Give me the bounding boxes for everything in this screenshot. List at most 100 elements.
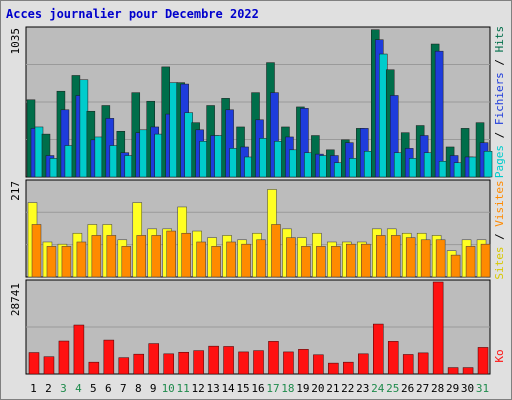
bar-visites [465,246,476,278]
bar-ko [432,281,444,375]
x-tick-label: 15 [236,382,249,395]
x-tick-label: 11 [177,382,190,395]
bar-ko [28,352,40,375]
bar-ko [58,340,70,375]
x-tick-label: 14 [221,382,235,395]
x-tick-label: 7 [120,382,127,395]
x-tick-label: 12 [192,382,205,395]
x-tick-label: 13 [206,382,219,395]
x-tick-label: 29 [446,382,459,395]
bar-ko [268,341,279,375]
bar-visites [405,237,416,278]
bar-visites [346,243,356,278]
bar-ko [238,351,249,375]
panel-pages-fichiers-hits [25,26,493,178]
bar-fichiers [434,50,444,178]
x-tick-label: 30 [461,382,474,395]
bar-ko [313,354,324,375]
bar-visites [151,235,161,278]
x-tick-label: 4 [75,382,82,395]
bar-visites [196,241,206,278]
y-max-label-sites: 217 [9,181,22,201]
bar-ko [253,350,264,375]
bar-ko [43,356,55,375]
legend-separator: / [493,227,506,247]
bar-visites [61,246,72,278]
y-max-label-ko: 28741 [9,283,22,316]
x-tick-label: 6 [105,382,112,395]
bar-visites [121,246,132,278]
bar-ko [447,367,459,375]
legend-visites: Visites [493,180,506,226]
bar-ko [73,324,85,375]
x-tick-label: 17 [266,382,279,395]
bar-visites [91,235,102,278]
bar-ko [193,350,204,375]
bar-visites [226,241,236,278]
bar-visites [450,254,461,278]
legend-pages: Pages [493,145,506,178]
bar-ko [477,347,489,375]
legend-separator: / [493,125,506,145]
y-max-label-pages: 1035 [9,28,22,55]
legend-sites-visites: Sites / Visites [493,180,506,279]
x-tick-label: 25 [386,382,399,395]
x-tick-label: 27 [416,382,429,395]
x-axis-days: 1 2 3 4 5 6 7 8 9 10 11 12 13 14 15 16 17 18 19 20 21 22 23 24 2… [30,382,489,395]
bar-ko [163,353,174,375]
x-tick-label: 3 [60,382,67,395]
bar-visites [286,237,296,278]
bar-visites [301,246,311,278]
x-tick-label: 20 [311,382,324,395]
bar-visites [435,239,446,278]
bar-visites [76,241,87,278]
legend-separator: / [493,52,506,72]
legend-ko: Ko [493,349,506,362]
bar-ko [88,361,100,375]
bar-visites [376,235,386,278]
bar-ko [208,345,219,375]
legend-pages-fichiers-hits: Pages / Fichiers / Hits [493,26,506,178]
bar-visites [106,235,117,278]
bar-visites [241,243,251,278]
x-tick-label: 24 [371,382,385,395]
x-tick-label: 21 [326,382,339,395]
x-tick-label: 5 [90,382,97,395]
x-tick-label: 8 [135,382,142,395]
bar-ko [103,339,115,375]
x-tick-label: 2 [45,382,52,395]
panel-sites-visites [25,179,491,278]
x-tick-label: 26 [401,382,414,395]
bar-ko [298,349,309,375]
bar-ko [283,351,294,375]
bar-visites [166,230,176,278]
x-tick-label: 18 [281,382,294,395]
x-tick-label: 9 [150,382,157,395]
bar-visites [390,235,401,278]
legend-sites: Sites [493,247,506,280]
bar-visites [136,235,147,278]
x-tick-label: 1 [30,382,37,395]
x-tick-label: 23 [356,382,369,395]
bar-ko [223,346,234,375]
bar-visites [31,224,42,278]
bar-visites [420,239,431,278]
bar-ko [343,361,354,375]
bar-ko [402,354,414,375]
legend-fichiers: Fichiers [493,72,506,125]
bar-ko [148,343,159,375]
bar-pages [483,151,493,178]
bar-ko [373,323,384,375]
x-tick-label: 19 [296,382,309,395]
x-tick-label: 31 [476,382,489,395]
bar-ko [417,352,429,375]
x-tick-label: 10 [162,382,175,395]
x-tick-label: 16 [251,382,264,395]
bar-ko [387,341,399,375]
bar-visites [331,246,341,278]
bar-ko [358,353,369,375]
bar-visites [46,246,57,278]
chart-title: Acces journalier pour Decembre 2022 [6,7,259,21]
bar-ko [462,367,474,375]
